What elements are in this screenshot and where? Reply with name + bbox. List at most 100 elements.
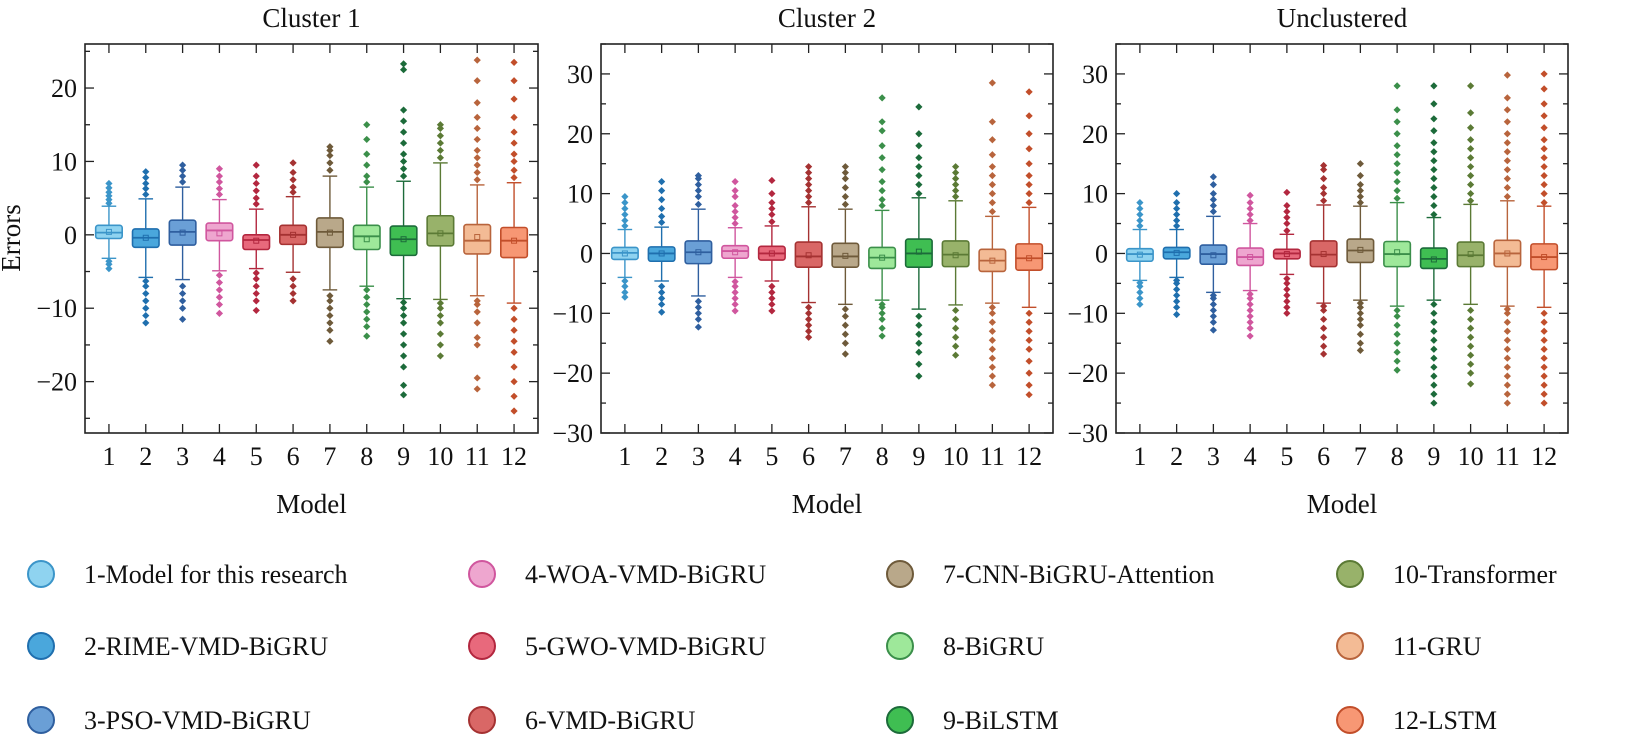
outlier-point (105, 184, 113, 192)
outlier-point (1283, 309, 1291, 317)
outlier-point (1503, 106, 1511, 114)
x-tick-label: 1 (1133, 442, 1146, 471)
box-model-9 (904, 103, 933, 380)
outlier-point (1393, 348, 1401, 356)
legend-item-2: 2-RIME-VMD-BiGRU (27, 632, 328, 661)
outlier-point (1356, 172, 1364, 180)
outlier-point (1503, 166, 1511, 174)
x-tick-label: 10 (1458, 442, 1484, 471)
outlier-point (1430, 201, 1438, 210)
outlier-point (915, 103, 923, 111)
outlier-point (178, 297, 187, 305)
mean-marker (621, 250, 628, 257)
outlier-point (1025, 145, 1033, 153)
outlier-point (1503, 327, 1511, 335)
outlier-point (952, 306, 960, 314)
outlier-point (988, 363, 996, 371)
outlier-point (1430, 82, 1438, 90)
outlier-point (1540, 154, 1548, 162)
y-tick-label: −20 (552, 359, 593, 388)
outlier-point (1025, 130, 1033, 138)
outlier-point (805, 181, 813, 189)
outlier-point (1136, 222, 1144, 230)
outlier-point (878, 201, 886, 210)
outlier-point (363, 172, 371, 180)
mean-marker (511, 237, 518, 244)
outlier-point (621, 282, 629, 290)
panel-title: Unclustered (1277, 3, 1408, 33)
outlier-point (841, 163, 849, 171)
x-tick-label: 1 (102, 442, 115, 471)
outlier-point (363, 332, 371, 340)
x-tick-label: 2 (1170, 442, 1183, 471)
outlier-point (252, 275, 260, 283)
legend-marker (27, 560, 55, 588)
outlier-point (841, 184, 849, 192)
legend-label: 6-VMD-BiGRU (525, 706, 696, 735)
outlier-point (178, 304, 187, 312)
mean-marker (768, 250, 775, 257)
box-model-5 (242, 161, 271, 315)
outlier-point (1356, 187, 1364, 195)
outlier-point (1025, 369, 1033, 377)
outlier-point (915, 163, 923, 171)
outlier-point (399, 165, 408, 173)
outlier-point (1025, 336, 1033, 344)
box-model-12 (1015, 88, 1044, 399)
outlier-point (215, 184, 224, 193)
box-model-7 (315, 143, 344, 345)
outlier-point (436, 311, 445, 320)
outlier-point (1025, 345, 1033, 353)
outlier-point (473, 308, 481, 316)
outlier-point (1246, 324, 1254, 332)
box-model-11 (978, 79, 1007, 389)
outlier-point (1320, 350, 1328, 358)
outlier-point (436, 146, 445, 155)
outlier-point (363, 300, 371, 309)
outlier-point (805, 303, 813, 311)
outlier-point (399, 157, 408, 166)
outlier-point (326, 337, 334, 345)
outlier-point (289, 183, 297, 191)
outlier-point (988, 345, 996, 353)
outlier-point (1540, 399, 1548, 407)
box-model-2 (647, 178, 676, 316)
outlier-point (694, 303, 702, 311)
outlier-point (694, 323, 702, 331)
outlier-point (1173, 276, 1181, 284)
outlier-point (1209, 207, 1217, 216)
outlier-point (915, 312, 923, 320)
outlier-point (1467, 154, 1475, 162)
outlier-point (1503, 184, 1511, 192)
outlier-point (363, 286, 371, 294)
box-model-11 (1493, 71, 1522, 407)
outlier-point (1540, 145, 1548, 153)
outlier-point (1209, 190, 1217, 198)
outlier-point (105, 188, 113, 196)
y-tick-label: 20 (567, 120, 593, 149)
box-model-8 (1383, 82, 1412, 374)
box-iqr (500, 226, 529, 259)
x-tick-label: 3 (1207, 442, 1220, 471)
legend-marker (468, 706, 496, 734)
outlier-point (178, 172, 187, 180)
outlier-point (1025, 381, 1033, 389)
outlier-point (178, 315, 187, 323)
outlier-point (1136, 204, 1144, 213)
outlier-point (621, 277, 629, 285)
outlier-point (289, 188, 297, 196)
outlier-point (988, 172, 996, 180)
legend-label: 4-WOA-VMD-BiGRU (525, 560, 766, 589)
outlier-point (1503, 336, 1511, 344)
outlier-point (1540, 309, 1548, 317)
outlier-point (215, 293, 224, 301)
outlier-point (436, 124, 445, 133)
outlier-point (731, 282, 739, 290)
outlier-point (731, 219, 739, 228)
outlier-point (473, 113, 481, 121)
outlier-point (915, 360, 923, 368)
outlier-point (1356, 315, 1364, 323)
outlier-point (805, 163, 813, 171)
outlier-point (878, 315, 886, 323)
outlier-point (1430, 148, 1438, 156)
